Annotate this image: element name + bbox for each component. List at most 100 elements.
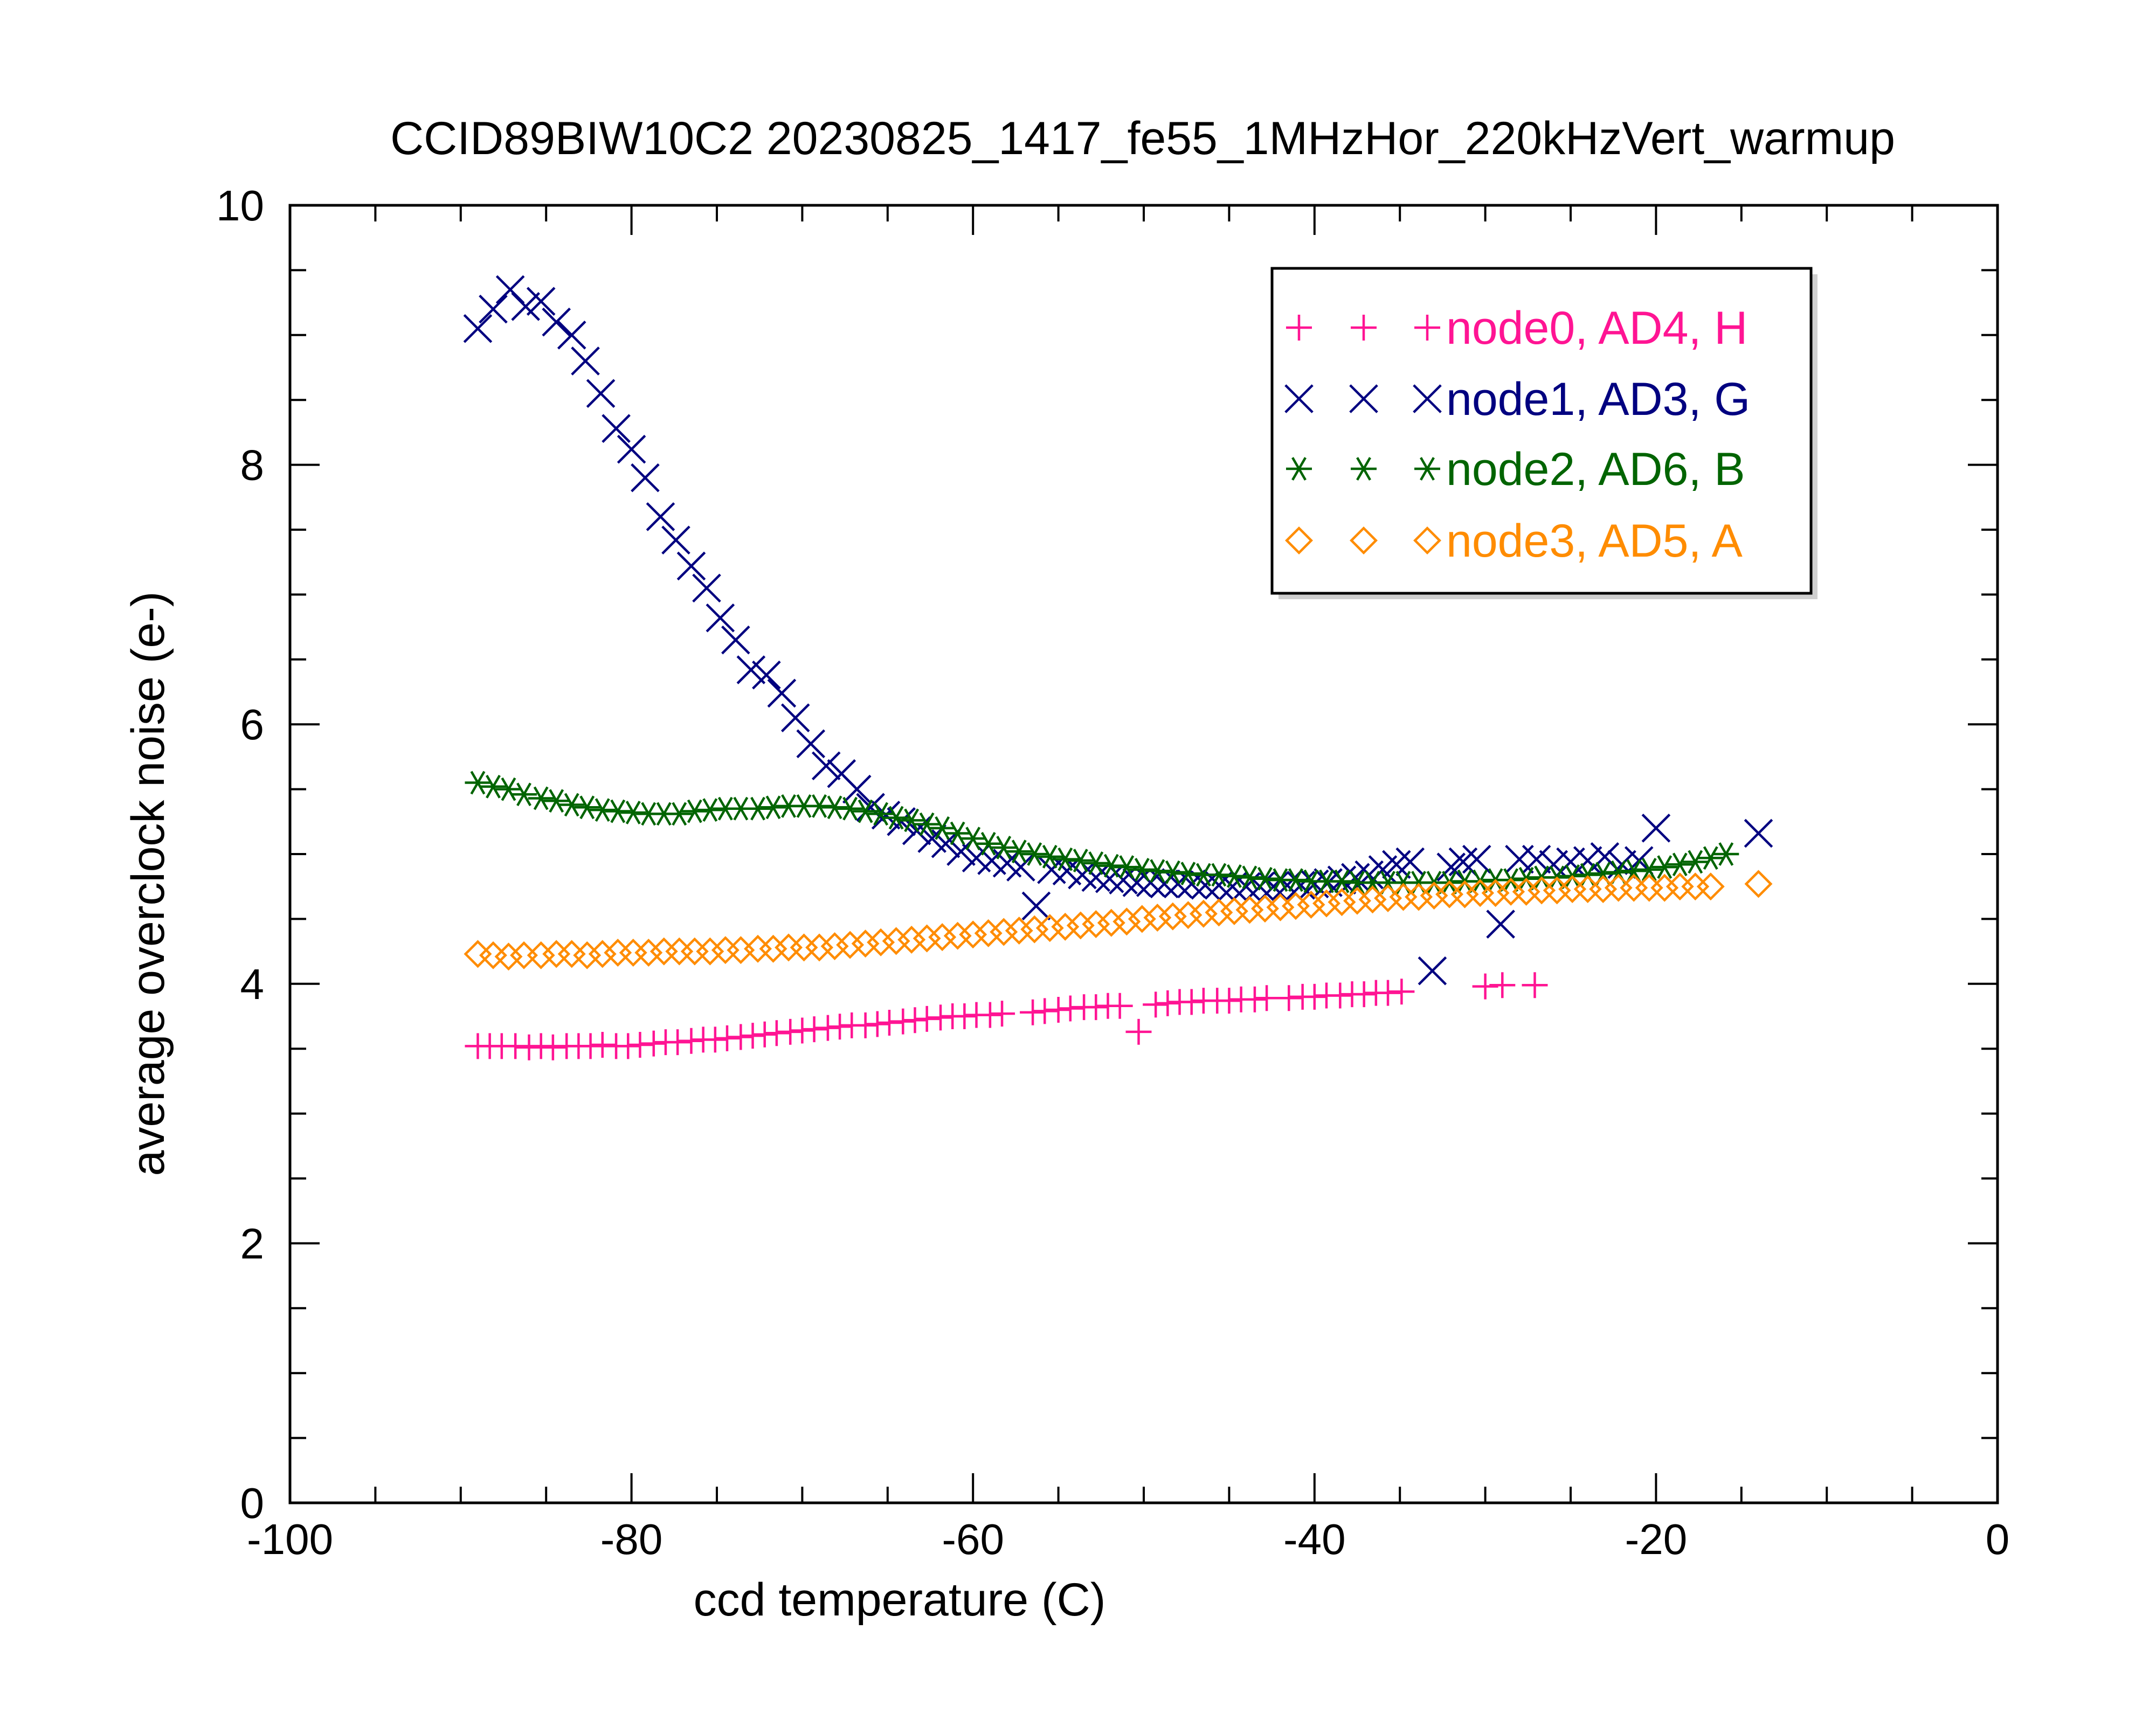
data-point: [1405, 883, 1433, 911]
data-point: [1388, 979, 1415, 1005]
data-point: [615, 1033, 641, 1059]
data-point: [1543, 876, 1571, 905]
legend-marker: [1286, 315, 1312, 341]
data-point: [1175, 862, 1201, 886]
data-point: [631, 463, 660, 493]
data-point: [1068, 860, 1097, 890]
data-point: [864, 1011, 890, 1037]
data-point: [1097, 908, 1125, 937]
data-point: [914, 1005, 940, 1032]
x-tick-label: -40: [1283, 1515, 1346, 1563]
data-point: [665, 1029, 691, 1056]
data-point: [1382, 850, 1411, 879]
data-point: [1066, 911, 1095, 940]
data-point: [1374, 884, 1402, 912]
data-point: [681, 799, 708, 823]
y-axis-title: average overclock noise (e-): [122, 591, 174, 1176]
data-point: [1129, 857, 1155, 882]
data-point: [780, 703, 810, 732]
data-point: [1032, 998, 1058, 1024]
data-point: [479, 294, 508, 324]
data-point: [1522, 972, 1548, 998]
x-tick-label: -80: [600, 1515, 663, 1563]
data-point: [1081, 863, 1111, 892]
data-point: [1122, 868, 1152, 897]
data-point: [1589, 875, 1618, 903]
data-point: [1276, 985, 1302, 1011]
data-point: [883, 806, 909, 830]
x-axis-title: ccd temperature (C): [694, 1574, 1106, 1626]
data-point: [759, 934, 787, 963]
data-point: [1641, 814, 1671, 843]
data-point: [1744, 819, 1773, 848]
data-point: [990, 918, 1018, 946]
x-tick-label: -100: [247, 1515, 333, 1563]
x-tick-label: 0: [1986, 1515, 2010, 1563]
data-point: [1159, 860, 1186, 884]
data-point: [928, 923, 957, 952]
data-point: [1650, 873, 1679, 902]
data-point: [767, 678, 797, 708]
data-point: [1128, 905, 1156, 933]
y-tick-label: 8: [240, 441, 265, 489]
data-point: [495, 777, 522, 801]
data-point: [1125, 1018, 1152, 1045]
data-point: [1235, 896, 1264, 924]
data-point: [543, 789, 570, 813]
data-point: [974, 919, 1003, 947]
data-point: [1006, 840, 1032, 864]
data-point: [620, 801, 646, 824]
data-point: [991, 836, 1017, 859]
data-point: [805, 933, 834, 962]
data-point: [867, 928, 895, 956]
data-point: [1697, 846, 1724, 870]
data-point: [589, 798, 616, 822]
data-point: [511, 292, 540, 321]
data-point: [811, 751, 841, 781]
data-point: [526, 287, 556, 316]
data-point: [502, 1033, 529, 1059]
data-point: [1418, 956, 1447, 986]
data-point: [852, 1012, 879, 1038]
data-point: [1481, 879, 1510, 907]
data-point: [646, 502, 675, 531]
data-point: [1144, 859, 1171, 883]
data-point: [951, 1003, 978, 1029]
data-point: [914, 812, 940, 836]
data-point: [902, 1007, 928, 1034]
legend-label: node0, AD4, H: [1446, 302, 1747, 354]
data-point: [1250, 894, 1279, 923]
data-point: [728, 1024, 754, 1050]
data-point: [589, 1031, 616, 1058]
data-point: [1486, 910, 1515, 939]
legend-marker: [1349, 384, 1378, 413]
data-point: [1083, 851, 1109, 875]
data-point: [1045, 996, 1072, 1023]
data-point: [1005, 917, 1033, 945]
data-point: [463, 314, 493, 343]
data-point: [714, 1025, 741, 1051]
data-point: [1301, 983, 1328, 1010]
data-point: [960, 827, 986, 851]
data-point: [696, 937, 724, 966]
data-point: [752, 660, 781, 690]
data-point: [851, 930, 880, 958]
data-point: [1036, 844, 1063, 869]
data-point: [959, 920, 987, 949]
data-point: [557, 321, 586, 350]
chart-title: CCID89BIW10C2 20230825_1417_fe55_1MHzHor…: [390, 113, 1895, 164]
data-point: [882, 927, 910, 955]
data-point: [465, 771, 491, 795]
data-point: [1051, 912, 1080, 941]
data-point: [1472, 973, 1498, 1000]
y-tick-label: 4: [240, 960, 265, 1008]
data-point: [944, 821, 971, 845]
series-0: [465, 972, 1548, 1060]
data-point: [751, 1021, 778, 1048]
data-point: [511, 782, 537, 807]
data-point: [820, 932, 849, 960]
data-point: [1021, 891, 1051, 921]
axis-ticks: -100 -80 -60 -40 -20 0 0 2 4 6 8 10: [216, 182, 2009, 1563]
data-point: [1221, 864, 1247, 888]
